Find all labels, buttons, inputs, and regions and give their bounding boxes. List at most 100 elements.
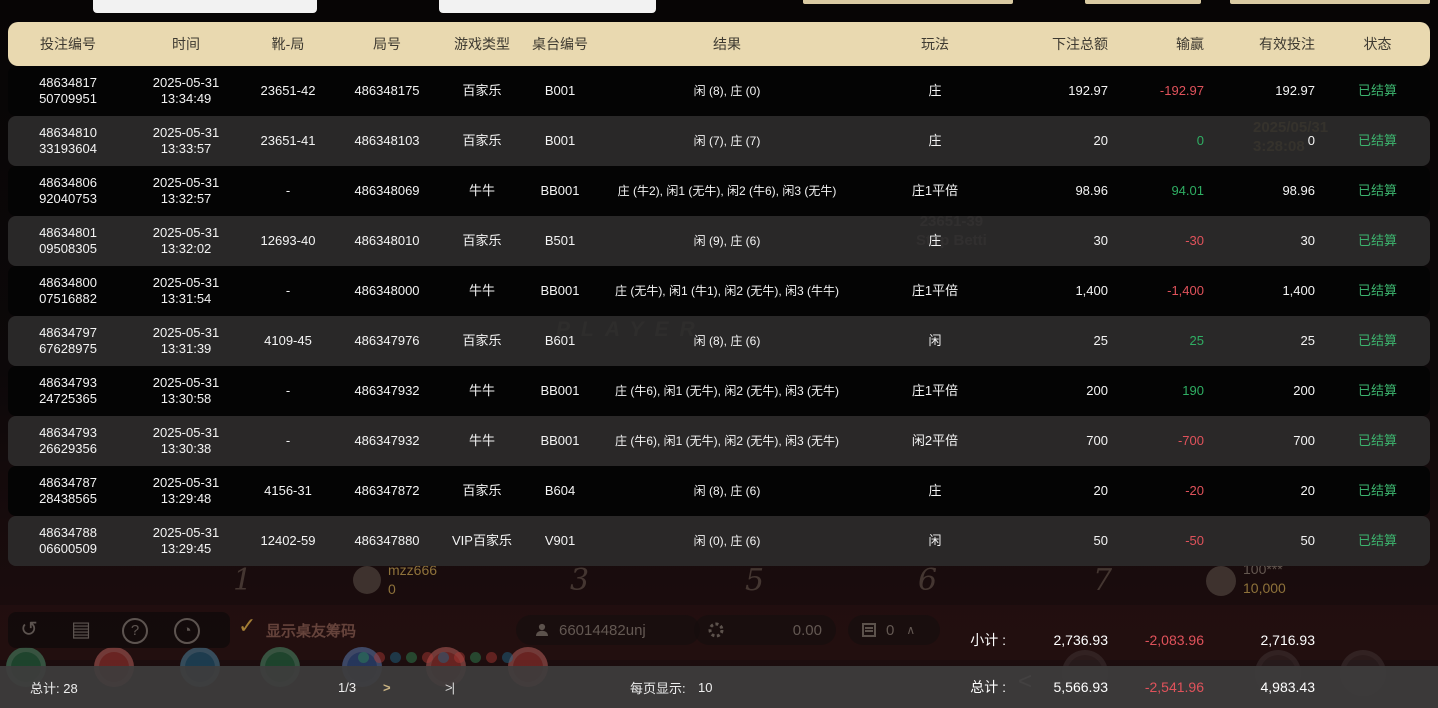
cell-round: 486348103 [354,133,420,148]
cell-time: 2025-05-31 13:29:48 [152,475,220,506]
filter-button-3[interactable] [1230,0,1430,4]
cell-win_loss: 190 [1182,383,1204,398]
cell-status: 已结算 [1357,383,1397,398]
player-avatar [353,566,381,594]
user-id-text: 66014482unj [559,621,646,639]
seat-number-1: 1 [233,563,253,598]
cell-table: BB001 [540,433,580,448]
cell-table: BB001 [540,183,580,198]
next-page-button[interactable]: > [383,679,391,695]
filter-input-1[interactable] [93,0,317,13]
cell-bet_total: 50 [1093,533,1108,548]
table-row: 48634817 50709951 2025-05-31 13:34:49 23651-… [8,66,1430,116]
filter-input-2[interactable] [439,0,656,13]
show-chips-checkbox[interactable]: ✓ [238,613,257,638]
cell-bet_total: 30 [1093,233,1108,248]
cell-round: 486347932 [354,383,420,398]
cell-play: 庄1平倍 [911,183,959,198]
balance-text: 0.00 [792,621,822,639]
per-page-value[interactable]: 10 [698,679,713,695]
cell-result: 闲 (9), 庄 (6) [693,234,761,248]
cell-time: 2025-05-31 13:30:38 [152,425,220,456]
cell-time: 2025-05-31 13:32:57 [152,175,220,206]
cell-result: 闲 (0), 庄 (6) [693,534,761,548]
cell-table: B601 [544,333,576,348]
cell-status: 已结算 [1357,83,1397,98]
cell-shoe: - [285,383,291,398]
cell-time: 2025-05-31 13:33:57 [152,125,220,156]
records-icon[interactable]: ▤ [71,618,91,641]
language-globe-icon[interactable]: ◔ [174,618,200,644]
seat-number-5: 5 [745,563,765,598]
cell-valid_bet: 700 [1293,433,1315,448]
help-icon[interactable]: ? [122,618,148,644]
cell-shoe: 12693-40 [260,233,316,248]
cell-win_loss: -700 [1177,433,1204,448]
cell-game: 百家乐 [462,333,502,348]
player-balance: 10,000 [1243,580,1286,596]
filter-button-1[interactable] [803,0,1013,4]
table-row: 48634797 67628975 2025-05-31 13:31:39 4109-4… [8,316,1430,366]
cell-time: 2025-05-31 13:30:58 [152,375,220,406]
chevron-up-icon[interactable]: ∧ [906,623,916,637]
cell-bet_no: 48634801 09508305 [39,225,97,256]
cell-bet_total: 192.97 [1068,83,1108,98]
cell-status: 已结算 [1357,483,1397,498]
cell-game: 牛牛 [468,183,495,198]
cell-bet_no: 48634793 26629356 [39,425,97,456]
cell-valid_bet: 1,400 [1282,283,1315,298]
last-page-button[interactable]: >| [445,679,455,695]
cell-valid_bet: 200 [1293,383,1315,398]
cell-bet_no: 48634817 50709951 [39,75,97,106]
cell-bet_total: 1,400 [1075,283,1108,298]
cell-status: 已结算 [1357,533,1397,548]
cell-game: 百家乐 [462,133,502,148]
list-icon [862,623,876,637]
cell-result: 闲 (7), 庄 (7) [693,134,761,148]
cell-round: 486347976 [354,333,420,348]
cell-shoe: - [285,283,291,298]
cell-shoe: 23651-42 [260,83,316,98]
cell-play: 闲 [928,533,942,548]
cell-win_loss: 0 [1196,133,1204,148]
cell-bet_no: 48634793 24725365 [39,375,97,406]
cell-time: 2025-05-31 13:32:02 [152,225,220,256]
balance-pill[interactable]: 0.00 [694,615,836,645]
column-header-round: 局号 [373,36,401,52]
table-row: 48634788 06600509 2025-05-31 13:29:45 12402-… [8,516,1430,566]
total-valid-bet: 4,983.43 [1260,679,1316,695]
show-chips-label: 显示桌友筹码 [266,623,357,640]
cell-valid_bet: 192.97 [1275,83,1315,98]
subtotal-valid-bet: 2,716.93 [1260,632,1316,648]
undo-icon[interactable]: ↺ [20,618,38,641]
cell-game: 牛牛 [468,283,495,298]
cell-status: 已结算 [1357,333,1397,348]
cell-shoe: 12402-59 [260,533,316,548]
filter-button-2[interactable] [1085,0,1201,4]
cell-win_loss: -20 [1185,483,1204,498]
subtotal-label: 小计 : [970,632,1006,648]
user-id-pill[interactable]: 66014482unj [516,615,700,645]
cell-time: 2025-05-31 13:31:39 [152,325,220,356]
cell-shoe: - [285,433,291,448]
cell-result: 庄 (牛6), 闲1 (无牛), 闲2 (无牛), 闲3 (无牛) [614,384,839,398]
column-header-shoe: 靴-局 [271,36,305,52]
column-header-bet_total: 下注总额 [1052,36,1108,52]
betting-records-table: 投注编号 时间 靴-局 局号 游戏类型 桌台编号 结果 玩法 下注总额 输赢 有效投注 状态 4863… [8,22,1430,566]
cell-shoe: 23651-41 [260,133,316,148]
cell-round: 486348010 [354,233,420,248]
cell-game: 百家乐 [462,83,502,98]
total-win-loss: -2,541.96 [1144,679,1204,695]
player-name: mzz666 [388,562,438,578]
cell-win_loss: -50 [1185,533,1204,548]
cell-play: 庄1平倍 [911,383,959,398]
cell-round: 486348000 [354,283,420,298]
column-header-bet_no: 投注编号 [40,36,96,52]
bet-count-pill[interactable]: 0 ∧ [848,615,940,645]
cell-round: 486347872 [354,483,420,498]
cell-valid_bet: 20 [1300,483,1315,498]
cell-shoe: - [285,183,291,198]
cell-win_loss: -1,400 [1167,283,1204,298]
cell-result: 闲 (8), 庄 (0) [693,84,761,98]
cell-status: 已结算 [1357,183,1397,198]
